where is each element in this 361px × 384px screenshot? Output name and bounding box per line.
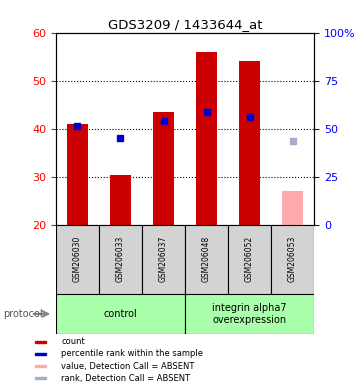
Text: percentile rank within the sample: percentile rank within the sample <box>61 349 203 359</box>
Bar <box>185 294 314 334</box>
Bar <box>35 377 46 379</box>
Bar <box>196 52 217 225</box>
Text: control: control <box>104 309 137 319</box>
Bar <box>239 61 260 225</box>
Bar <box>35 353 46 356</box>
Bar <box>185 225 228 294</box>
Text: GSM206048: GSM206048 <box>202 236 211 282</box>
Text: GSM206033: GSM206033 <box>116 236 125 282</box>
Text: GSM206052: GSM206052 <box>245 236 254 282</box>
Text: GSM206030: GSM206030 <box>73 236 82 282</box>
Bar <box>153 112 174 225</box>
Bar <box>142 225 185 294</box>
Bar <box>110 175 131 225</box>
Bar <box>271 225 314 294</box>
Text: GSM206037: GSM206037 <box>159 236 168 282</box>
Text: value, Detection Call = ABSENT: value, Detection Call = ABSENT <box>61 361 195 371</box>
Bar <box>56 225 99 294</box>
Bar <box>99 225 142 294</box>
Bar <box>282 191 303 225</box>
Bar <box>228 225 271 294</box>
Bar <box>35 364 46 367</box>
Bar <box>35 341 46 343</box>
Text: protocol: protocol <box>4 309 43 319</box>
Text: integrin alpha7
overexpression: integrin alpha7 overexpression <box>212 303 287 325</box>
Text: count: count <box>61 338 85 346</box>
Text: rank, Detection Call = ABSENT: rank, Detection Call = ABSENT <box>61 374 191 382</box>
Text: GSM206053: GSM206053 <box>288 236 297 282</box>
Title: GDS3209 / 1433644_at: GDS3209 / 1433644_at <box>108 18 262 31</box>
Bar <box>67 124 88 225</box>
Bar <box>56 294 185 334</box>
